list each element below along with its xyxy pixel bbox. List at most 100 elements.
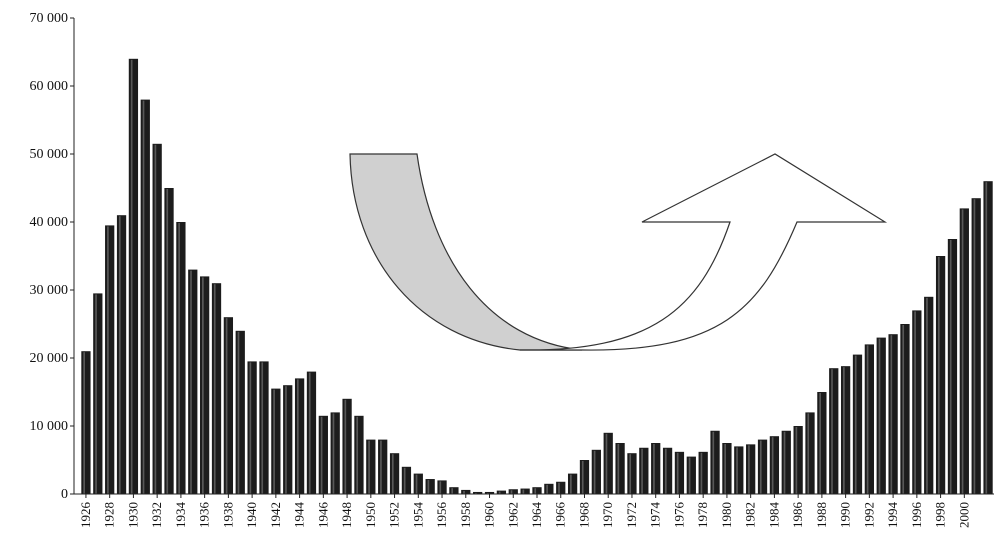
bar-1967 [567,473,578,494]
y-tick-label: 60 000 [30,79,69,94]
bar-body [496,490,507,494]
x-tick-label: 1934 [173,502,188,529]
bar-highlight [202,277,204,494]
x-tick-label: 1944 [292,502,307,529]
bar-1945 [306,371,317,494]
bar-1934 [176,222,186,494]
bar-1953 [401,466,412,494]
bar-1926 [81,351,91,494]
bar-body [401,466,412,494]
bar-1973 [639,447,649,494]
bar-body [615,443,625,494]
y-tick-label: 70 000 [30,11,69,26]
bar-body [473,491,483,494]
bar-1983 [757,439,768,494]
y-tick-label: 30 000 [30,283,69,298]
bar-1944 [294,378,305,494]
bar-highlight [391,454,394,494]
bar-body [449,487,459,494]
bar-highlight [190,270,192,494]
bar-1928 [105,225,115,494]
y-tick-label: 50 000 [30,147,69,162]
x-tick-label: 1976 [671,502,686,529]
bar-highlight [118,216,121,494]
bar-body [306,371,317,494]
x-tick-label: 1936 [197,502,212,529]
bar-1938 [223,317,234,494]
bar-body [947,239,958,494]
bar-body [603,432,613,494]
bar-body [508,489,518,494]
bar-highlight [854,355,857,494]
bar-1952 [389,453,400,494]
x-tick-label: 1970 [600,502,615,528]
bar-body [235,330,245,494]
bar-highlight [403,467,406,494]
bar-highlight [558,482,560,494]
bar-highlight [676,452,679,494]
bar-body [935,256,946,494]
bar-highlight [700,452,703,494]
bar-body [556,481,566,494]
bar-highlight [225,318,228,494]
bar-body [698,451,708,494]
x-tick-label: 1984 [766,502,781,529]
bar-highlight [273,389,275,494]
bar-highlight [783,431,786,494]
bar-highlight [380,440,382,494]
bar-1932 [152,143,162,495]
x-tick-label: 1972 [624,502,639,528]
bar-highlight [605,433,608,494]
bar-body [876,337,886,494]
bar-body [651,443,661,494]
bar-highlight [914,311,916,494]
bar-body [378,439,388,494]
bar-highlight [415,474,418,494]
bar-1957 [449,487,459,494]
bar-body [686,456,696,494]
bar-body [520,488,530,494]
bar-highlight [534,488,537,494]
bar-highlight [83,352,86,494]
bar-1993 [876,337,886,494]
x-tick-label: 1994 [885,502,900,529]
y-tick-label: 10 000 [30,419,69,434]
x-tick-label: 1996 [909,502,924,529]
x-tick-label: 1952 [387,502,402,528]
x-tick-label: 1928 [102,502,117,528]
bar-body [176,222,186,494]
x-tick-label: 1964 [529,502,544,529]
bar-1992 [864,344,874,494]
bar-highlight [593,450,596,494]
bar-1941 [259,361,269,494]
x-tick-label: 1942 [268,502,283,528]
bar-1979 [710,430,720,494]
bar-1927 [93,293,103,494]
bar-highlight [748,445,750,494]
bar-highlight [866,345,869,494]
x-tick-label: 1960 [482,502,497,528]
bar-1990 [840,366,851,494]
x-tick-label: 1948 [339,502,354,528]
y-tick-label: 40 000 [30,215,69,230]
bar-1931 [140,99,150,494]
u-turn-arrow-annotation [349,153,888,351]
bar-body [864,344,874,494]
bar-body [294,378,305,494]
bar-body [959,208,969,494]
bar-body [924,296,934,494]
bar-body [93,293,103,494]
bar-body [900,324,910,494]
bar-highlight [795,427,798,494]
u-turn-arrow-right-half [519,153,888,351]
bar-highlight [237,331,240,494]
bar-1989 [829,368,839,494]
bar-highlight [142,100,145,494]
bar-body [223,317,234,494]
bar-body [805,412,815,494]
bar-highlight [641,448,643,494]
bar-1987 [805,412,815,494]
bar-1991 [852,354,863,494]
